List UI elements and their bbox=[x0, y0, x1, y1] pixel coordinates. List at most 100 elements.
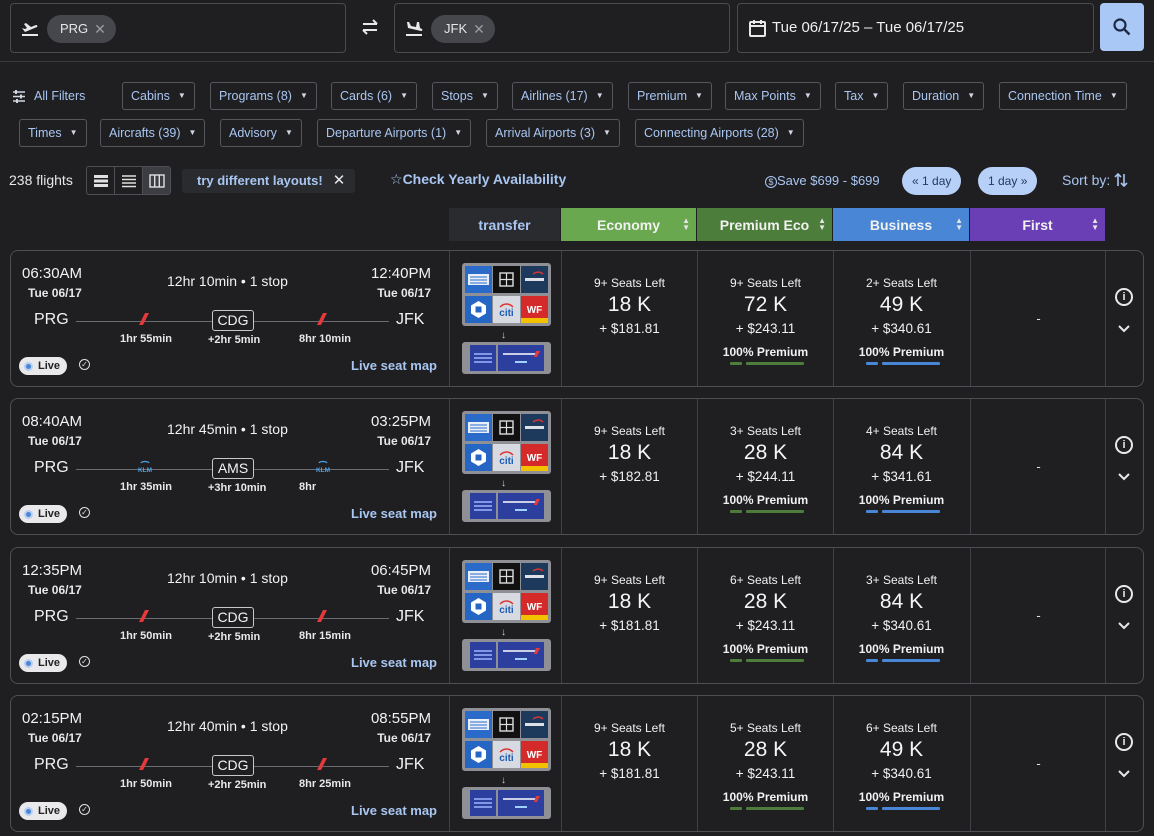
next-day-button[interactable]: 1 day » bbox=[978, 167, 1038, 195]
business-fare[interactable]: 4+ Seats Left 84 K + $341.61 100% Premiu… bbox=[834, 399, 969, 534]
info-icon[interactable]: i bbox=[1115, 585, 1133, 603]
premium-eco-fare[interactable]: 6+ Seats Left 28 K + $243.11 100% Premiu… bbox=[698, 548, 833, 683]
live-seat-map-link[interactable]: Live seat map bbox=[351, 655, 437, 670]
bilt-logo-icon bbox=[493, 266, 520, 293]
remove-destination-icon[interactable]: ✕ bbox=[473, 21, 485, 37]
economy-fare[interactable]: 9+ Seats Left 18 K + $182.81 bbox=[562, 399, 697, 534]
divider bbox=[697, 399, 698, 534]
premium-eco-fare[interactable]: 9+ Seats Left 72 K + $243.11 100% Premiu… bbox=[698, 251, 833, 386]
first-unavailable: - bbox=[1036, 459, 1041, 474]
business-fare[interactable]: 6+ Seats Left 49 K + $340.61 100% Premiu… bbox=[834, 696, 969, 831]
premium-eco-fare[interactable]: 5+ Seats Left 28 K + $243.11 100% Premiu… bbox=[698, 696, 833, 831]
layout-compact-button[interactable] bbox=[87, 167, 115, 194]
check-yearly-button[interactable]: ☆Check Yearly Availability bbox=[390, 171, 566, 188]
info-icon[interactable]: i bbox=[1115, 733, 1133, 751]
filter-arrival-airports[interactable]: Arrival Airports (3) ▼ bbox=[486, 119, 620, 147]
live-seat-map-link[interactable]: Live seat map bbox=[351, 506, 437, 521]
divider bbox=[1105, 696, 1106, 831]
filter-max-points[interactable]: Max Points ▼ bbox=[725, 82, 821, 110]
sort-by-button[interactable]: Sort by: bbox=[1062, 172, 1128, 188]
flight-card[interactable]: 08:40AM Tue 06/17 12hr 45min • 1 stop 03… bbox=[10, 398, 1144, 535]
divider bbox=[833, 251, 834, 386]
business-fare[interactable]: 3+ Seats Left 84 K + $340.61 100% Premiu… bbox=[834, 548, 969, 683]
origin-field[interactable]: PRG ✕ bbox=[10, 3, 346, 53]
caret-down-icon: ▼ bbox=[803, 91, 812, 100]
remove-origin-icon[interactable]: ✕ bbox=[94, 21, 106, 37]
chevron-down-icon[interactable] bbox=[1118, 770, 1130, 778]
filter-premium[interactable]: Premium ▼ bbox=[628, 82, 712, 110]
layout-list-button[interactable] bbox=[115, 167, 143, 194]
first-column-header[interactable]: First ▲ ▼ bbox=[970, 208, 1105, 241]
economy-fare[interactable]: 9+ Seats Left 18 K + $181.81 bbox=[562, 251, 697, 386]
partner-program[interactable] bbox=[462, 490, 551, 522]
filter-advisory[interactable]: Advisory ▼ bbox=[220, 119, 302, 147]
transfer-programs[interactable]: citi WF bbox=[462, 560, 551, 623]
swap-icon[interactable] bbox=[357, 16, 383, 38]
economy-fare[interactable]: 9+ Seats Left 18 K + $181.81 bbox=[562, 696, 697, 831]
chevron-down-icon[interactable] bbox=[1118, 622, 1130, 630]
air-france-logo-icon bbox=[314, 609, 330, 623]
chevron-down-icon[interactable] bbox=[1118, 473, 1130, 481]
sort-by-label: Sort by: bbox=[1062, 172, 1111, 188]
premium-eco-column-header[interactable]: Premium Eco ▲ ▼ bbox=[697, 208, 832, 241]
filter-tax[interactable]: Tax ▼ bbox=[835, 82, 889, 110]
partner-program[interactable] bbox=[462, 787, 551, 819]
destination-chip[interactable]: JFK ✕ bbox=[431, 15, 495, 43]
filter-airlines[interactable]: Airlines (17) ▼ bbox=[512, 82, 613, 110]
business-column-header[interactable]: Business ▲ ▼ bbox=[833, 208, 969, 241]
transfer-programs[interactable]: citi WF bbox=[462, 263, 551, 326]
premium-eco-fare[interactable]: 3+ Seats Left 28 K + $244.11 100% Premiu… bbox=[698, 399, 833, 534]
filter-cards[interactable]: Cards (6) ▼ bbox=[331, 82, 418, 110]
economy-column-header[interactable]: Economy ▲ ▼ bbox=[561, 208, 696, 241]
premium-bar-short bbox=[866, 807, 878, 810]
partner-program[interactable] bbox=[462, 639, 551, 671]
filter-connecting-airports[interactable]: Connecting Airports (28) ▼ bbox=[635, 119, 804, 147]
destination-airport: JFK bbox=[396, 756, 425, 773]
info-icon[interactable]: i bbox=[1115, 436, 1133, 454]
destination-field[interactable]: JFK ✕ bbox=[394, 3, 730, 53]
filter-stops[interactable]: Stops ▼ bbox=[432, 82, 498, 110]
date-range-field[interactable]: Tue 06/17/25 – Tue 06/17/25 bbox=[737, 3, 1094, 53]
search-button[interactable] bbox=[1100, 3, 1144, 51]
stop-airport: AMS bbox=[212, 458, 254, 479]
sort-first-icon[interactable]: ▲ ▼ bbox=[1091, 216, 1099, 232]
filter-programs[interactable]: Programs (8) ▼ bbox=[210, 82, 317, 110]
origin-airport: PRG bbox=[34, 311, 69, 328]
air-france-logo-icon bbox=[136, 757, 152, 771]
live-seat-map-link[interactable]: Live seat map bbox=[351, 803, 437, 818]
info-icon[interactable]: i bbox=[1115, 288, 1133, 306]
sort-economy-icon[interactable]: ▲ ▼ bbox=[682, 216, 690, 232]
filter-times[interactable]: Times ▼ bbox=[19, 119, 87, 147]
sort-premium-eco-icon[interactable]: ▲ ▼ bbox=[818, 216, 826, 232]
origin-airport: PRG bbox=[34, 459, 69, 476]
filter-duration[interactable]: Duration ▼ bbox=[903, 82, 985, 110]
first-unavailable: - bbox=[1036, 756, 1041, 771]
chevron-down-icon[interactable] bbox=[1118, 325, 1130, 333]
points-price: 84 K bbox=[879, 590, 924, 613]
sort-business-icon[interactable]: ▲ ▼ bbox=[955, 216, 963, 232]
layout-columns-button[interactable] bbox=[143, 167, 170, 194]
live-seat-map-link[interactable]: Live seat map bbox=[351, 358, 437, 373]
next-day-label: 1 day bbox=[988, 174, 1018, 188]
flight-card[interactable]: 02:15PM Tue 06/17 12hr 40min • 1 stop 08… bbox=[10, 695, 1144, 832]
citi-logo-icon: citi bbox=[493, 593, 520, 620]
filter-cabins[interactable]: Cabins ▼ bbox=[122, 82, 195, 110]
flight-card[interactable]: 12:35PM Tue 06/17 12hr 10min • 1 stop 06… bbox=[10, 547, 1144, 684]
origin-chip[interactable]: PRG ✕ bbox=[47, 15, 116, 43]
transfer-programs[interactable]: citi WF bbox=[462, 411, 551, 474]
filter-departure-airports[interactable]: Departure Airports (1) ▼ bbox=[317, 119, 472, 147]
prev-day-button[interactable]: « 1 day bbox=[902, 167, 962, 195]
business-fare[interactable]: 2+ Seats Left 49 K + $340.61 100% Premiu… bbox=[834, 251, 969, 386]
close-icon[interactable]: ✕ bbox=[332, 172, 346, 189]
flight-card[interactable]: 06:30AM Tue 06/17 12hr 10min • 1 stop 12… bbox=[10, 250, 1144, 387]
filter-aircrafts[interactable]: Aircrafts (39) ▼ bbox=[100, 119, 206, 147]
transfer-programs[interactable]: citi WF bbox=[462, 708, 551, 771]
points-price: 72 K bbox=[743, 293, 788, 316]
all-filters-button[interactable]: All Filters bbox=[12, 84, 85, 108]
divider bbox=[970, 696, 971, 831]
economy-fare[interactable]: 9+ Seats Left 18 K + $181.81 bbox=[562, 548, 697, 683]
partner-program[interactable] bbox=[462, 342, 551, 374]
destination-airport: JFK bbox=[396, 311, 425, 328]
caret-down-icon: ▼ bbox=[400, 91, 409, 100]
filter-connection-time[interactable]: Connection Time ▼ bbox=[999, 82, 1127, 110]
